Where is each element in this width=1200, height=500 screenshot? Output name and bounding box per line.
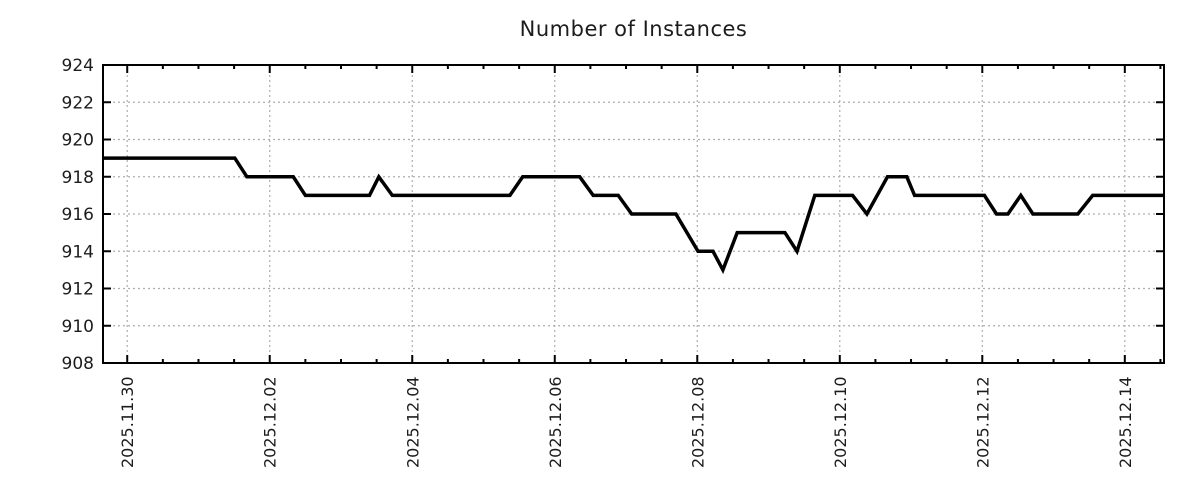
x-tick-label: 2025.12.14 [1116, 376, 1135, 468]
data-line [103, 156, 1164, 275]
x-tick-label: 2025.12.04 [403, 376, 422, 468]
y-tick-label: 908 [62, 354, 94, 374]
x-tick-label: 2025.12.12 [973, 376, 992, 468]
y-tick-label: 918 [62, 168, 94, 188]
y-tick-label: 920 [62, 131, 94, 151]
y-tick-label: 912 [62, 280, 94, 300]
x-tick-label: 2025.12.02 [261, 376, 280, 468]
x-tick-label: 2025.11.30 [118, 376, 137, 468]
x-tick-label: 2025.12.06 [546, 376, 565, 468]
y-tick-label: 914 [62, 242, 94, 262]
y-tick-label: 922 [62, 93, 94, 113]
x-tick-label: 2025.12.10 [831, 376, 850, 468]
y-tick-label: 916 [62, 205, 94, 225]
x-tick-label: 2025.12.08 [688, 376, 707, 468]
y-tick-label: 924 [62, 56, 94, 76]
chart-title: Number of Instances [519, 17, 748, 41]
y-tick-label: 910 [62, 317, 94, 337]
